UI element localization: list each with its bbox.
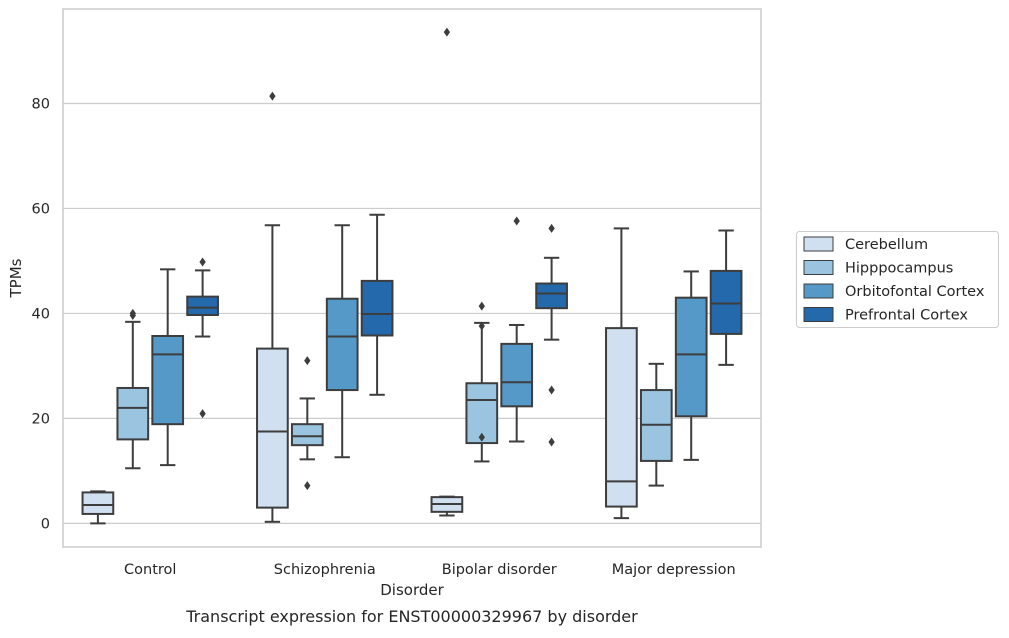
legend-swatch (803, 260, 834, 275)
box-iqr (674, 296, 708, 418)
plot-frame (62, 8, 762, 548)
outlier-point (548, 223, 555, 233)
legend-label: Prefrontal Cortex (845, 308, 968, 324)
x-tick-label: Bipolar disorder (442, 562, 557, 578)
x-tick-label: Major depression (612, 562, 736, 578)
y-tick-label: 0 (41, 516, 50, 532)
box-group (256, 91, 289, 523)
box-group (709, 229, 743, 366)
box-group (605, 227, 638, 520)
x-axis-label: Disorder (380, 581, 444, 599)
outlier-point (304, 356, 311, 366)
box-group (151, 268, 185, 467)
outlier-point (548, 385, 555, 395)
box-iqr (186, 295, 219, 317)
outlier-point (513, 216, 520, 226)
x-tick-label: Control (124, 562, 176, 578)
box-group (360, 213, 394, 396)
outlier-point (478, 321, 485, 331)
outlier-point (478, 432, 485, 442)
legend-label: Orbitofontal Cortex (845, 284, 985, 300)
box-iqr (605, 327, 638, 508)
outlier-point (548, 437, 555, 447)
y-tick-label: 40 (32, 306, 50, 322)
box-iqr (325, 297, 359, 392)
box-iqr (709, 269, 743, 335)
box-iqr (500, 342, 534, 408)
y-tick-label: 80 (32, 96, 50, 112)
legend-swatch (803, 236, 834, 252)
outlier-point (269, 91, 276, 101)
box-iqr (151, 334, 185, 426)
y-tick-label: 20 (32, 411, 50, 427)
y-tick-label: 60 (32, 201, 50, 217)
legend-frame (796, 231, 999, 328)
box-iqr (256, 347, 289, 509)
box-iqr (360, 279, 394, 337)
x-tick-label: Schizophrenia (274, 562, 376, 578)
y-tick-labels: 0 20 40 60 80 (32, 96, 50, 532)
box-group (116, 308, 150, 470)
outlier-point (443, 27, 451, 37)
box-iqr (290, 423, 324, 447)
legend-swatch (803, 307, 834, 322)
outlier-point (304, 481, 311, 491)
legend-label: Hipppocampus (845, 261, 953, 277)
box-groups (81, 27, 743, 525)
box-group (430, 27, 464, 517)
box-iqr (116, 386, 150, 441)
legend-swatch (803, 283, 834, 299)
box-group (325, 224, 359, 459)
box-group (186, 257, 219, 419)
y-axis-label: TPMs (7, 258, 25, 298)
box-iqr (535, 282, 568, 310)
box-group (81, 490, 115, 525)
outlier-point (199, 409, 206, 419)
x-tick-labels: Control Schizophrenia Bipolar disorder Majo… (124, 562, 736, 578)
box-group (290, 356, 324, 491)
legend: Cerebellum Hipppocampus Orbitofontal Corte… (796, 231, 999, 328)
outlier-point (129, 308, 136, 318)
legend-label: Cerebellum (845, 237, 928, 253)
outlier-point (199, 257, 206, 267)
chart-caption: Transcript expression for ENST0000032996… (185, 607, 638, 626)
box-group (500, 216, 534, 443)
box-group (639, 362, 673, 487)
box-group (674, 270, 708, 461)
outlier-point (478, 301, 485, 311)
box-group (465, 301, 499, 463)
box-iqr (81, 491, 115, 515)
box-group (535, 223, 568, 447)
